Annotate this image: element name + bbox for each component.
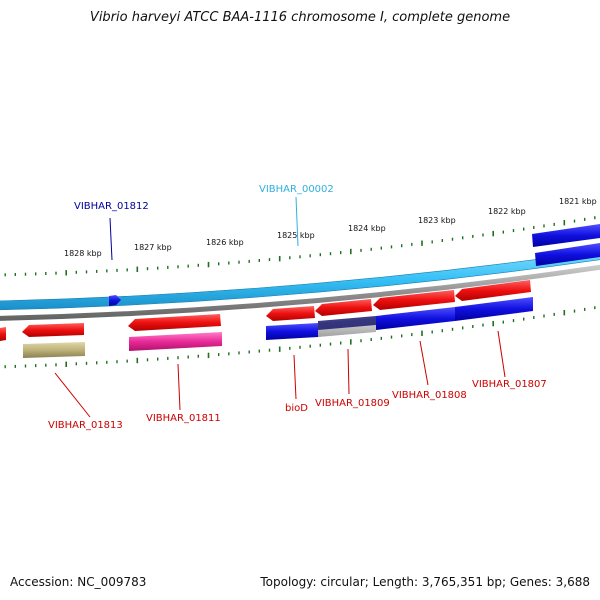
gene-VIBHAR_01809-reverse[interactable] bbox=[315, 299, 372, 316]
gene-label-VIBHAR_01809[interactable]: VIBHAR_01809 bbox=[315, 398, 390, 409]
gene-VIBHAR_01808-reverse[interactable] bbox=[373, 290, 455, 310]
gene-VIBHAR_01809-overlap bbox=[318, 316, 376, 330]
tick-label: 1821 kbp bbox=[559, 197, 597, 206]
gene-VIBHAR_01813[interactable] bbox=[23, 342, 85, 358]
outer-scale-ruler bbox=[4, 216, 596, 277]
gene-VIBHAR_01807-reverse[interactable] bbox=[455, 280, 531, 301]
forward-strand-track bbox=[0, 250, 600, 311]
gene-VIBHAR_01813-reverse[interactable] bbox=[22, 323, 84, 337]
inner-scale-ruler bbox=[4, 306, 596, 369]
reverse-strand-genes bbox=[0, 280, 531, 341]
gene-forward-blue[interactable] bbox=[532, 224, 600, 247]
gene-label-bioD[interactable]: bioD bbox=[285, 403, 308, 414]
genome-stats-label: Topology: circular; Length: 3,765,351 bp… bbox=[260, 575, 590, 589]
scale-labels: 1828 kbp 1827 kbp 1826 kbp 1825 kbp 1824… bbox=[64, 197, 597, 258]
gene-VIBHAR_01807[interactable] bbox=[455, 297, 533, 321]
tick-label: 1827 kbp bbox=[134, 243, 172, 252]
tick-label: 1824 kbp bbox=[348, 224, 386, 233]
leader-VIBHAR_01811 bbox=[177, 363, 181, 411]
tick-label: 1822 kbp bbox=[488, 207, 526, 216]
leader-VIBHAR_01808 bbox=[419, 340, 429, 386]
gene-label-VIBHAR_01813[interactable]: VIBHAR_01813 bbox=[48, 420, 123, 431]
gene-VIBHAR_01812[interactable] bbox=[109, 295, 121, 306]
accession-label: Accession: NC_009783 bbox=[10, 575, 147, 589]
leader-VIBHAR_01809 bbox=[347, 348, 350, 395]
map-title: Vibrio harveyi ATCC BAA-1116 chromosome … bbox=[89, 10, 511, 25]
gene-label-VIBHAR_01808[interactable]: VIBHAR_01808 bbox=[392, 390, 467, 401]
gene-label-VIBHAR_00002[interactable]: VIBHAR_00002 bbox=[259, 184, 334, 195]
leader-VIBHAR_01807 bbox=[497, 330, 506, 378]
tick-label: 1825 kbp bbox=[277, 231, 315, 240]
gene-labels: VIBHAR_01812 VIBHAR_00002 VIBHAR_01813 V… bbox=[48, 184, 547, 431]
label-leader-lines bbox=[54, 196, 506, 418]
gene-label-VIBHAR_01812[interactable]: VIBHAR_01812 bbox=[74, 201, 149, 212]
gene-bioD[interactable] bbox=[266, 323, 318, 340]
gene-VIBHAR_01808[interactable] bbox=[376, 307, 455, 330]
lower-lane-genes bbox=[23, 297, 533, 358]
tick-label: 1823 kbp bbox=[418, 216, 456, 225]
gene-VIBHAR_01811[interactable] bbox=[129, 332, 222, 351]
leader-VIBHAR_01813 bbox=[54, 372, 91, 418]
gene-label-VIBHAR_01811[interactable]: VIBHAR_01811 bbox=[146, 413, 221, 424]
gene-bioD-reverse[interactable] bbox=[266, 306, 315, 321]
gene-label-VIBHAR_01807[interactable]: VIBHAR_01807 bbox=[472, 379, 547, 390]
tick-label: 1828 kbp bbox=[64, 249, 102, 258]
backbone-track bbox=[0, 264, 600, 321]
leader-bioD bbox=[293, 354, 297, 400]
gene-reverse[interactable] bbox=[0, 327, 6, 341]
gene-VIBHAR_01811-reverse[interactable] bbox=[128, 314, 221, 331]
tick-label: 1826 kbp bbox=[206, 238, 244, 247]
gene-forward-blue[interactable] bbox=[535, 243, 600, 266]
leader-VIBHAR_00002 bbox=[295, 196, 299, 247]
leader-VIBHAR_01812 bbox=[109, 217, 113, 261]
